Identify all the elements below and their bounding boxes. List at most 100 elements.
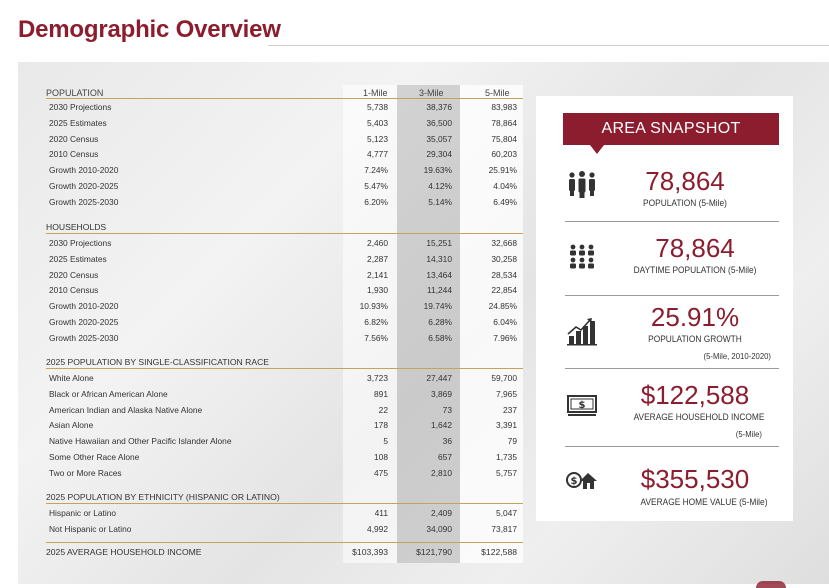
table-row: 2030 Projections 5,738 38,376 83,983 — [49, 102, 523, 118]
table-row: White Alone 3,723 27,447 59,700 — [49, 373, 523, 389]
value-5-mile: 30,258 — [491, 253, 517, 264]
column-band-3-mile — [397, 85, 460, 563]
table-row: 2010 Census 1,930 11,244 22,854 — [49, 285, 523, 301]
population-growth-value: 25.91% — [650, 302, 740, 332]
corner-decoration — [756, 581, 786, 588]
row-label: 2020 Census — [49, 269, 99, 280]
value-5-mile: 237 — [503, 404, 517, 415]
area-snapshot-card — [536, 96, 793, 521]
value-5-mile: 1,735 — [496, 452, 517, 462]
row-label: 2030 Projections — [49, 102, 112, 112]
value-5-mile: 25.91% — [488, 165, 517, 176]
value-1-mile: 108 — [374, 452, 388, 462]
table-row: 2025 Estimates 2,287 14,310 30,258 — [49, 254, 523, 270]
value-3-mile: 5.14% — [428, 196, 452, 207]
population-value: 78,864 — [645, 166, 725, 196]
value-3-mile: 11,244 — [427, 285, 452, 296]
value-1-mile: 475 — [374, 467, 388, 478]
table-row: 2025 Estimates 5,403 36,500 78,864 — [49, 118, 523, 134]
value-5-mile: 28,534 — [491, 269, 517, 280]
value-3-mile: 6.58% — [428, 332, 452, 343]
value-1-mile: 178 — [374, 420, 388, 431]
row-label: 2030 Projections — [49, 238, 112, 248]
value-5-mile: 5,047 — [496, 508, 517, 518]
snapshot-divider-1 — [565, 221, 779, 222]
row-label: Black or African American Alone — [49, 388, 168, 399]
bottom-strip — [0, 584, 829, 588]
value-5-mile: 60,203 — [491, 149, 517, 160]
value-5-mile: 7,965 — [496, 388, 517, 399]
race-rule — [46, 368, 523, 369]
header-rule — [46, 98, 523, 99]
value-5-mile: 6.04% — [493, 317, 517, 327]
svg-text:$: $ — [571, 476, 578, 487]
value-3-mile: $121,790 — [416, 547, 452, 557]
row-label: Native Hawaiian and Other Pacific Island… — [49, 436, 232, 447]
value-3-mile: 14,310 — [426, 253, 452, 264]
table-row: 2020 Census 5,123 35,057 75,804 — [49, 134, 523, 150]
population-growth-sub: (5-Mile, 2010-2020) — [703, 351, 772, 361]
row-label: 2020 Census — [49, 133, 99, 144]
value-5-mile: 6.49% — [493, 196, 517, 207]
value-5-mile: 3,391 — [496, 420, 517, 431]
table-row: Growth 2010-2020 10.93% 19.74% 24.85% — [49, 301, 523, 317]
row-label: Growth 2025-2030 — [49, 196, 119, 207]
population-header: POPULATION — [46, 88, 104, 98]
row-label: Not Hispanic or Latino — [49, 524, 132, 534]
value-3-mile: 73 — [442, 404, 452, 415]
title-area: Demographic Overview — [0, 0, 829, 56]
value-1-mile: 5,403 — [367, 117, 388, 128]
value-3-mile: 2,409 — [431, 508, 452, 518]
value-5-mile: 78,864 — [491, 117, 517, 128]
snapshot-divider-3 — [565, 368, 779, 369]
population-label: POPULATION (5-Mile) — [643, 198, 727, 209]
table-row: Asian Alone 178 1,642 3,391 — [49, 420, 523, 436]
value-5-mile: 59,700 — [491, 373, 517, 383]
value-3-mile: 13,464 — [426, 269, 452, 280]
value-1-mile: 7.56% — [364, 332, 388, 343]
row-label: 2025 Estimates — [49, 117, 107, 128]
title-divider — [268, 45, 829, 46]
table-row: Not Hispanic or Latino 4,992 34,090 73,817 — [49, 524, 523, 540]
value-1-mile: $103,393 — [352, 547, 388, 557]
value-1-mile: 2,141 — [367, 269, 388, 280]
people-group-icon — [569, 171, 595, 198]
value-1-mile: 2,287 — [367, 253, 388, 264]
row-label: Growth 2010-2020 — [49, 301, 119, 312]
row-label: American Indian and Alaska Native Alone — [49, 404, 203, 415]
snapshot-title: AREA SNAPSHOT — [563, 113, 779, 145]
row-label: Some Other Race Alone — [49, 452, 140, 462]
value-1-mile: 891 — [374, 388, 388, 399]
row-label: Growth 2020-2025 — [49, 317, 119, 327]
value-1-mile: 10.93% — [359, 301, 388, 312]
value-3-mile: 3,869 — [431, 388, 452, 399]
row-label: 2025 AVERAGE HOUSEHOLD INCOME — [46, 547, 202, 557]
value-5-mile: 24.85% — [488, 301, 517, 312]
column-header-3-mile: 3-Mile — [419, 88, 444, 98]
value-3-mile: 6.28% — [428, 317, 452, 327]
value-3-mile: 35,057 — [426, 133, 452, 144]
svg-text:$: $ — [579, 400, 586, 411]
value-1-mile: 7.24% — [364, 165, 388, 176]
table-row: 2020 Census 2,141 13,464 28,534 — [49, 270, 523, 286]
row-label: Hispanic or Latino — [49, 508, 117, 518]
row-label: 2010 Census — [49, 285, 99, 296]
snapshot-divider-2 — [565, 295, 779, 296]
value-3-mile: 38,376 — [426, 102, 452, 112]
column-header-1-mile: 1-Mile — [363, 88, 388, 98]
table-row: Two or More Races 475 2,810 5,757 — [49, 468, 523, 484]
value-5-mile: $122,588 — [481, 547, 517, 557]
snapshot-title-notch — [590, 145, 604, 154]
table-row: Native Hawaiian and Other Pacific Island… — [49, 436, 523, 452]
value-5-mile: 7.96% — [493, 332, 517, 343]
race-header: 2025 POPULATION BY SINGLE-CLASSIFICATION… — [46, 357, 270, 367]
value-5-mile: 73,817 — [491, 524, 517, 534]
value-3-mile: 4.12% — [428, 181, 452, 191]
snapshot-divider-4 — [565, 446, 779, 447]
value-5-mile: 4.04% — [493, 181, 517, 191]
value-1-mile: 5 — [383, 436, 388, 447]
growth-chart-icon — [567, 318, 597, 346]
value-3-mile: 34,090 — [426, 524, 452, 534]
table-row: Growth 2020-2025 5.47% 4.12% 4.04% — [49, 181, 523, 197]
household-income-label: AVERAGE HOUSEHOLD INCOME — [633, 412, 765, 423]
